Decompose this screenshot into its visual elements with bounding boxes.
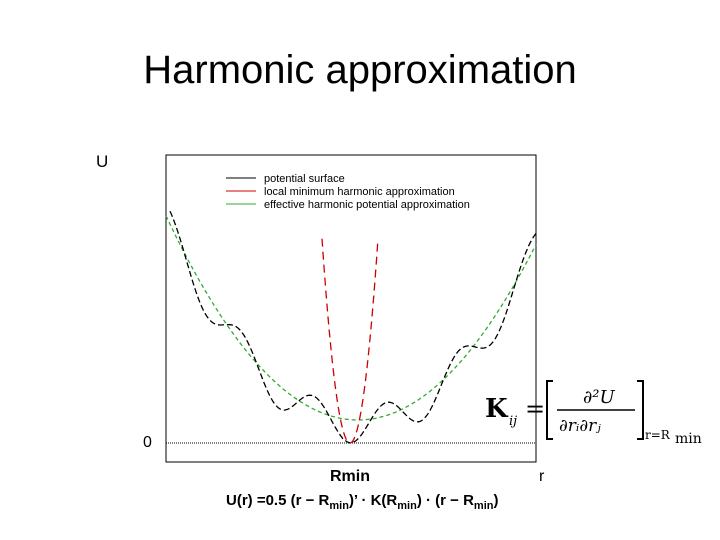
kij-equals: = bbox=[525, 395, 545, 423]
legend-label-0: potential surface bbox=[264, 173, 345, 185]
local-minimum-harmonic-curve bbox=[321, 238, 379, 444]
kij-lhs-sub: ij bbox=[509, 414, 517, 429]
y-tick-zero: 0 bbox=[143, 434, 152, 451]
effective-harmonic-curve bbox=[165, 215, 537, 421]
slide-title: Harmonic approximation bbox=[143, 48, 577, 92]
kij-denominator: ∂rᵢ∂rⱼ bbox=[559, 416, 601, 436]
harmonic-formula: U(r) =0.5 (r − Rmin)’ · K(Rmin) · (r − R… bbox=[226, 492, 499, 512]
legend-label-2: effective harmonic potential approximati… bbox=[264, 199, 470, 211]
x-axis-label: r bbox=[539, 468, 545, 485]
x-tick-rmin: Rmin bbox=[330, 468, 370, 485]
left-bracket bbox=[546, 380, 553, 440]
right-bracket bbox=[637, 380, 644, 440]
kij-eval-sub: r=R bbox=[645, 428, 671, 442]
kij-equation: K ij = ∂²U ∂rᵢ∂rⱼ r=R min bbox=[485, 380, 702, 445]
legend-label-1: local minimum harmonic approximation bbox=[264, 186, 455, 198]
potential-surface-curve bbox=[169, 210, 537, 444]
kij-eval-sub2: min bbox=[675, 431, 702, 445]
kij-numerator: ∂²U bbox=[583, 387, 616, 408]
y-axis-label: U bbox=[96, 152, 109, 171]
plot-frame bbox=[165, 154, 537, 463]
kij-lhs: K bbox=[485, 394, 509, 424]
